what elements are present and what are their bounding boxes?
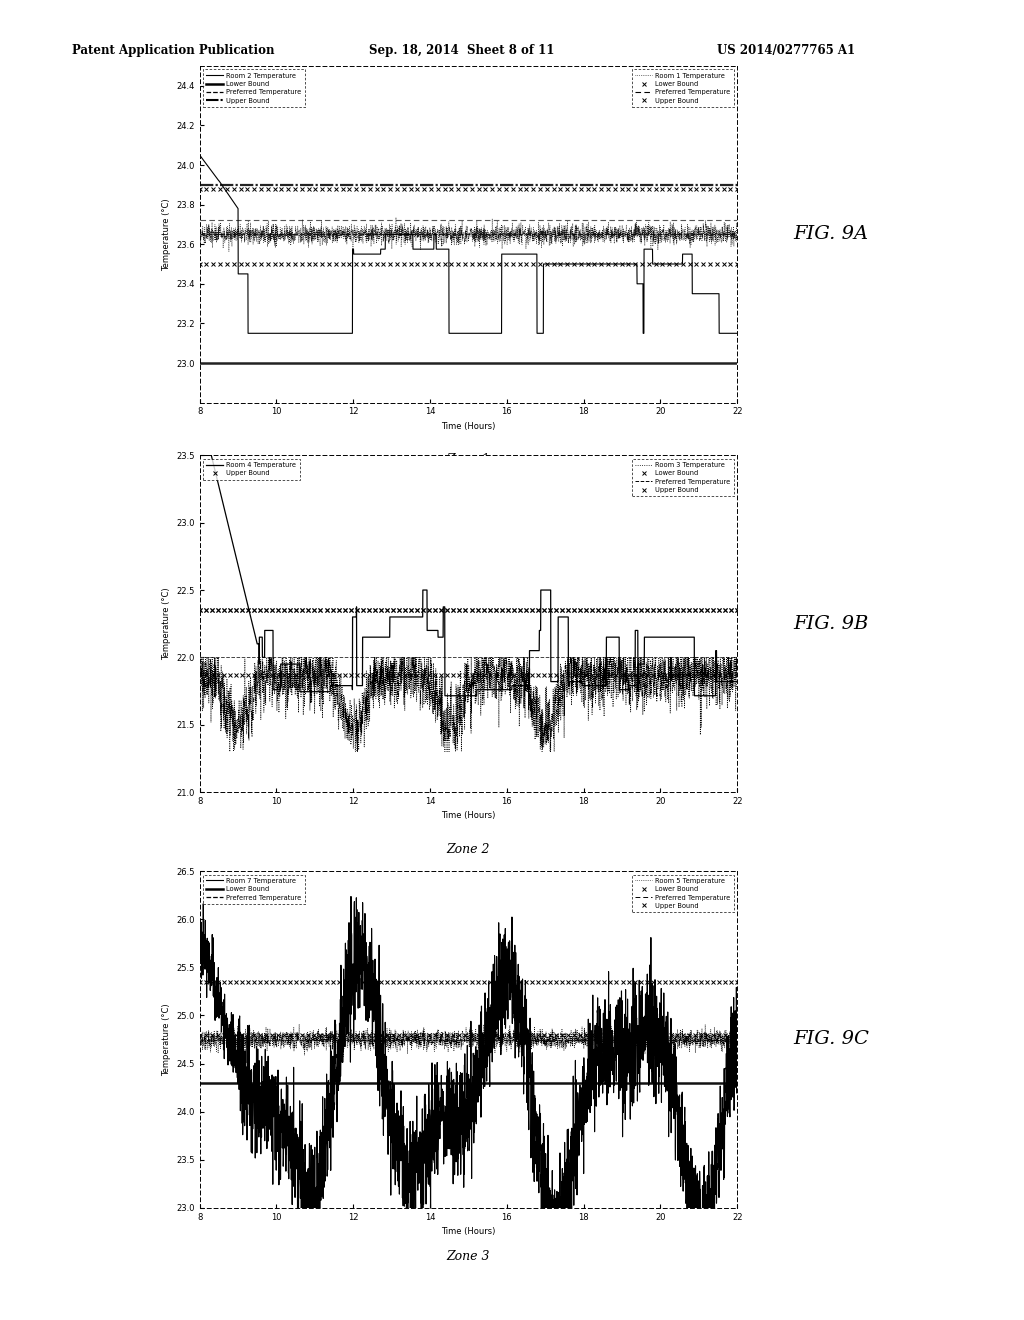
Text: Sep. 18, 2014  Sheet 8 of 11: Sep. 18, 2014 Sheet 8 of 11 — [369, 44, 554, 57]
Text: Zone 1: Zone 1 — [446, 453, 490, 466]
X-axis label: Time (Hours): Time (Hours) — [441, 812, 496, 821]
Legend: Room 3 Temperature, Lower Bound, Preferred Temperature, Upper Bound: Room 3 Temperature, Lower Bound, Preferr… — [632, 459, 734, 496]
Text: US 2014/0277765 A1: US 2014/0277765 A1 — [717, 44, 855, 57]
Text: Zone 2: Zone 2 — [446, 842, 490, 855]
Y-axis label: Temperature (°C): Temperature (°C) — [162, 1003, 171, 1076]
Y-axis label: Temperature (°C): Temperature (°C) — [162, 587, 171, 660]
Legend: Room 1 Temperature, Lower Bound, Preferred Temperature, Upper Bound: Room 1 Temperature, Lower Bound, Preferr… — [632, 70, 734, 107]
Text: Patent Application Publication: Patent Application Publication — [72, 44, 274, 57]
X-axis label: Time (Hours): Time (Hours) — [441, 422, 496, 432]
Text: FIG. 9A: FIG. 9A — [794, 226, 868, 243]
Text: FIG. 9C: FIG. 9C — [794, 1031, 869, 1048]
Text: FIG. 9B: FIG. 9B — [794, 615, 869, 632]
X-axis label: Time (Hours): Time (Hours) — [441, 1228, 496, 1237]
Text: Zone 3: Zone 3 — [446, 1250, 490, 1263]
Legend: Room 5 Temperature, Lower Bound, Preferred Temperature, Upper Bound: Room 5 Temperature, Lower Bound, Preferr… — [632, 875, 734, 912]
Y-axis label: Temperature (°C): Temperature (°C) — [162, 198, 171, 271]
